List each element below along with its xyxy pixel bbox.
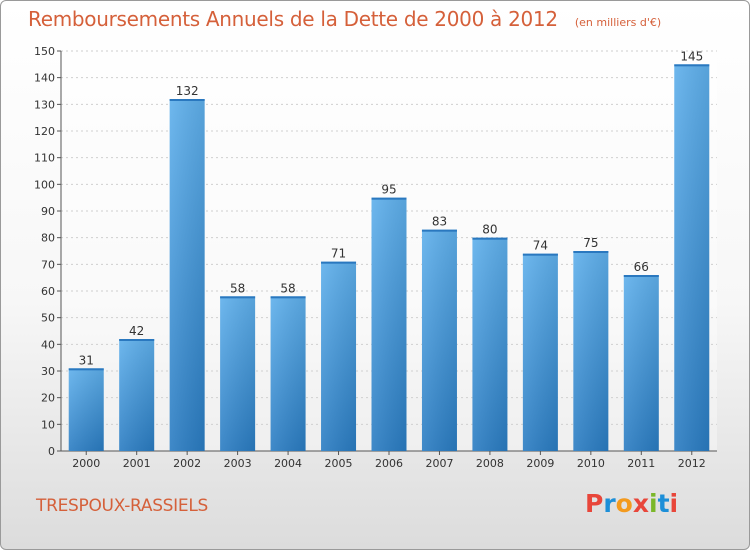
- bar-shade: [674, 64, 710, 452]
- bar-top-edge: [119, 339, 155, 341]
- bar-value-label: 71: [331, 247, 346, 261]
- bar-top-edge: [220, 296, 256, 299]
- bar-value-label: 74: [533, 239, 548, 253]
- x-tick-label: 2011: [627, 457, 655, 470]
- bar-top-edge: [573, 251, 609, 253]
- logo-letter: i: [649, 489, 658, 518]
- x-tick-label: 2008: [476, 457, 504, 470]
- bar-value-label: 80: [482, 223, 497, 237]
- bar-top-edge: [623, 275, 659, 277]
- bar-value-label: 75: [583, 236, 598, 250]
- bar-shade: [573, 251, 609, 451]
- x-tick-label: 2012: [678, 457, 706, 470]
- logo-letter: x: [632, 489, 649, 518]
- bar-top-edge: [270, 296, 306, 299]
- logo-letter: t: [657, 489, 670, 518]
- bar-shade: [270, 296, 306, 451]
- x-tick-label: 2005: [325, 457, 353, 470]
- logo-letter: P: [585, 489, 604, 518]
- y-tick-label: 100: [34, 178, 55, 191]
- y-tick-label: 90: [41, 205, 55, 218]
- y-tick-label: 0: [48, 445, 55, 458]
- y-tick-label: 110: [34, 152, 55, 165]
- bar-shade: [169, 99, 205, 451]
- bar-shade: [220, 296, 256, 451]
- bar-shade: [371, 197, 407, 451]
- x-tick-label: 2002: [173, 457, 201, 470]
- bar-shade: [68, 368, 104, 451]
- bar-value-label: 58: [230, 281, 245, 295]
- logo-letter: r: [603, 489, 616, 518]
- bar-value-label: 95: [381, 183, 396, 197]
- bar-value-label: 145: [680, 49, 703, 63]
- y-tick-label: 130: [34, 98, 55, 111]
- y-tick-label: 140: [34, 72, 55, 85]
- y-tick-label: 50: [41, 312, 55, 325]
- logo-letter: o: [615, 489, 633, 518]
- bar-value-label: 58: [280, 281, 295, 295]
- y-tick-label: 120: [34, 125, 55, 138]
- bar-top-edge: [472, 237, 508, 240]
- chart-title-block: Remboursements Annuels de la Dette de 20…: [28, 7, 661, 31]
- x-tick-label: 2001: [123, 457, 151, 470]
- bar-top-edge: [68, 368, 104, 371]
- x-tick-label: 2007: [425, 457, 453, 470]
- bar-top-edge: [169, 99, 205, 101]
- bar-shade: [522, 253, 558, 451]
- bar-top-edge: [421, 229, 457, 232]
- y-tick-label: 10: [41, 418, 55, 431]
- y-tick-label: 40: [41, 338, 55, 351]
- y-tick-label: 70: [41, 258, 55, 271]
- y-tick-label: 30: [41, 365, 55, 378]
- y-tick-label: 60: [41, 285, 55, 298]
- proxiti-logo: Proxiti: [585, 489, 678, 518]
- bar-value-label: 83: [432, 215, 447, 229]
- logo-letter: i: [669, 489, 679, 518]
- y-tick-label: 20: [41, 392, 55, 405]
- bar-top-edge: [321, 261, 357, 264]
- y-tick-label: 80: [41, 232, 55, 245]
- chart-title: Remboursements Annuels de la Dette de 20…: [28, 7, 558, 31]
- y-tick-label: 150: [34, 45, 55, 58]
- x-tick-label: 2010: [577, 457, 605, 470]
- x-tick-label: 2004: [274, 457, 302, 470]
- bar-shade: [119, 339, 155, 451]
- bar-value-label: 66: [634, 260, 649, 274]
- bar-top-edge: [674, 64, 710, 67]
- x-tick-label: 2000: [72, 457, 100, 470]
- place-name: TRESPOUX-RASSIELS: [36, 496, 208, 516]
- x-tick-label: 2006: [375, 457, 403, 470]
- bar-shade: [421, 229, 457, 451]
- chart-unit-note: (en milliers d'€): [574, 16, 662, 29]
- bar-top-edge: [522, 253, 558, 256]
- bar-top-edge: [371, 197, 407, 200]
- bar-value-label: 42: [129, 324, 144, 338]
- bar-value-label: 31: [79, 353, 94, 367]
- x-tick-label: 2009: [526, 457, 554, 470]
- bar-shade: [472, 237, 508, 451]
- x-tick-label: 2003: [224, 457, 252, 470]
- bar-shade: [321, 261, 357, 451]
- bar-shade: [623, 275, 659, 451]
- bar-value-label: 132: [176, 84, 199, 98]
